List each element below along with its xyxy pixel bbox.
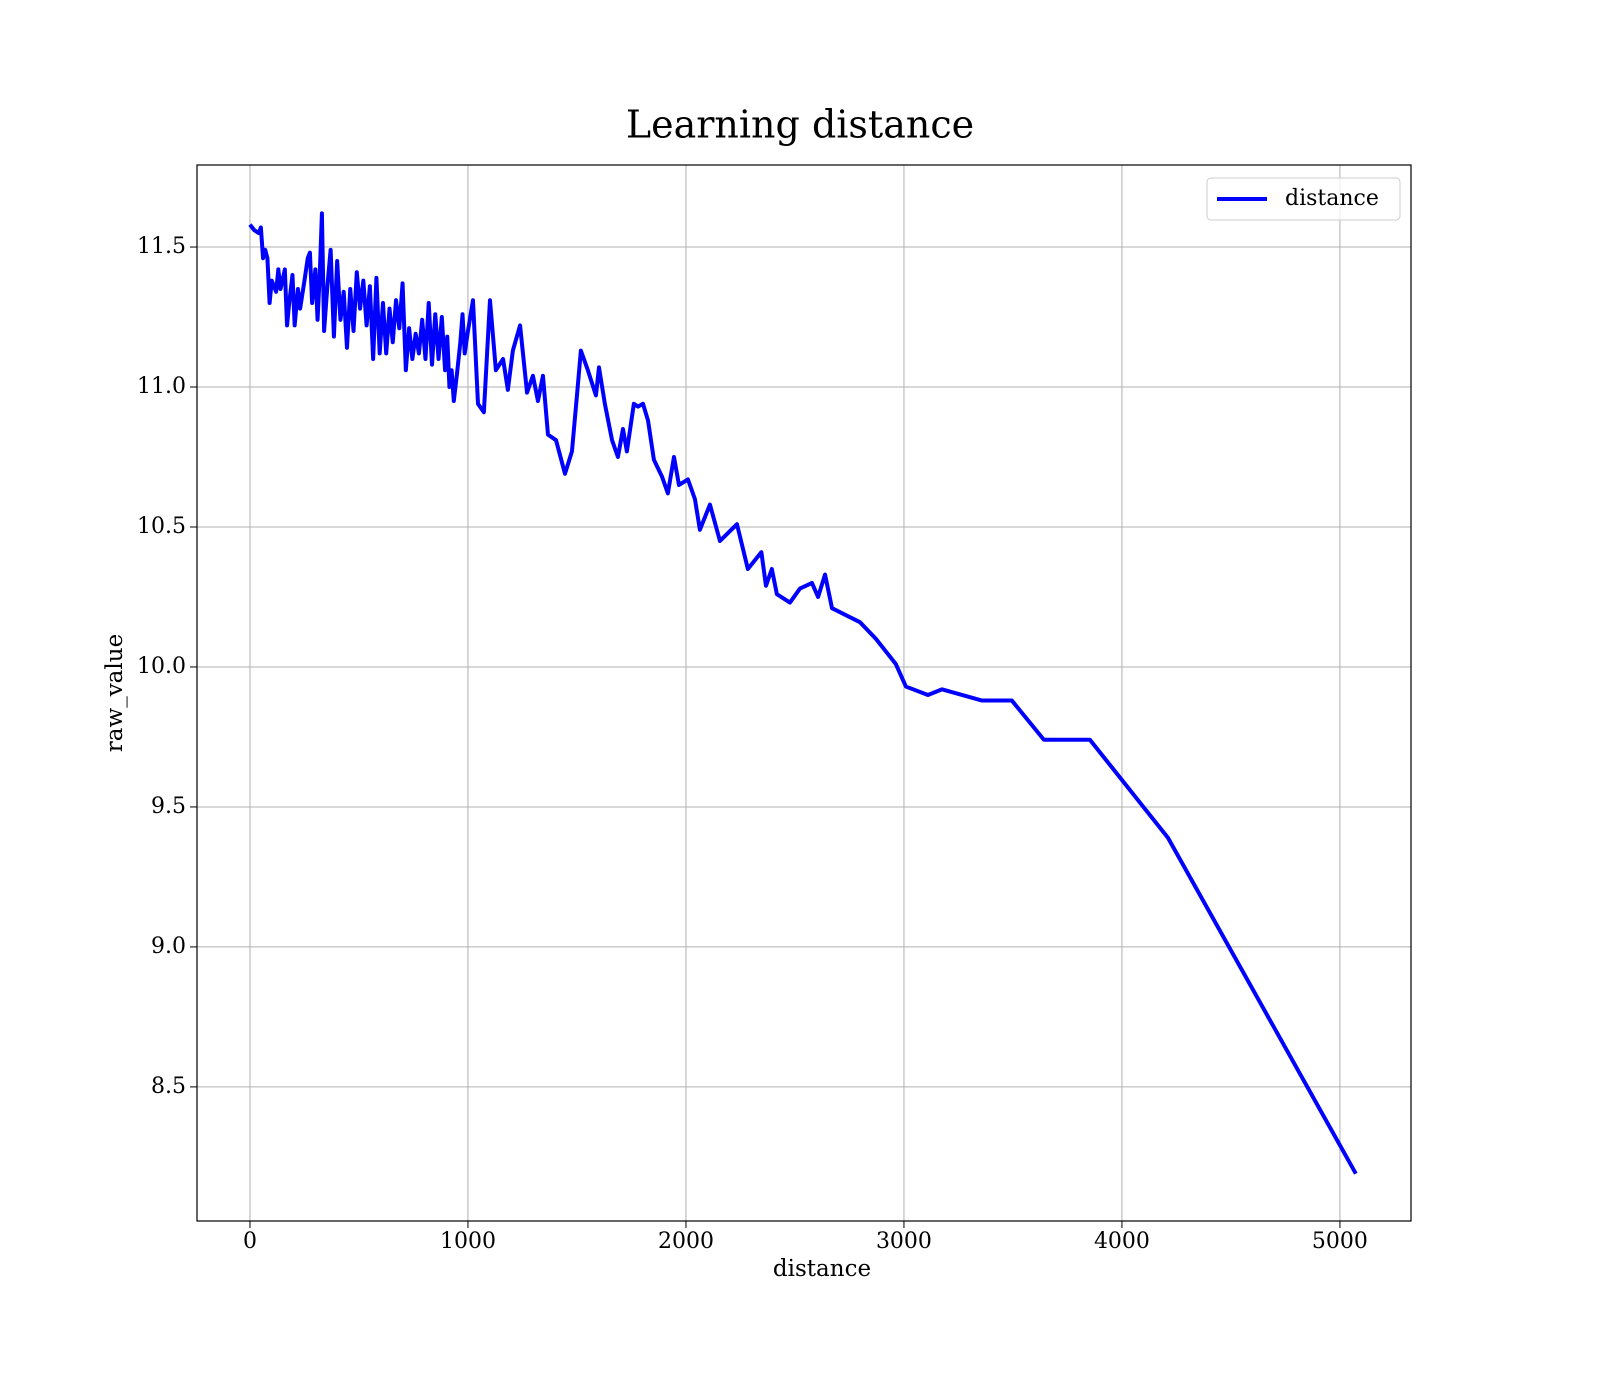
x-tick-label: 5000	[1312, 1229, 1368, 1254]
y-tick-label: 8.5	[151, 1074, 186, 1099]
y-tick-label: 11.5	[137, 234, 186, 259]
y-tick-label: 9.0	[151, 934, 186, 959]
x-tick-label: 0	[243, 1229, 257, 1254]
plot-frame	[196, 164, 1412, 1222]
y-tick-label: 10.0	[137, 654, 186, 679]
y-tick-label: 9.5	[151, 794, 186, 819]
x-axis-label: distance	[773, 1256, 871, 1282]
data-line	[248, 211, 1358, 1175]
y-tick-label: 10.5	[137, 514, 186, 539]
x-tick-label: 2000	[658, 1229, 714, 1254]
legend-label: distance	[1285, 186, 1379, 211]
y-tick-label: 11.0	[137, 374, 186, 399]
legend-box	[1206, 177, 1401, 221]
x-tick-label: 4000	[1094, 1229, 1150, 1254]
y-axis-label: raw_value	[102, 634, 128, 752]
x-tick-label: 3000	[876, 1229, 932, 1254]
x-tick-label: 1000	[440, 1229, 496, 1254]
chart-title: Learning distance	[626, 103, 974, 147]
